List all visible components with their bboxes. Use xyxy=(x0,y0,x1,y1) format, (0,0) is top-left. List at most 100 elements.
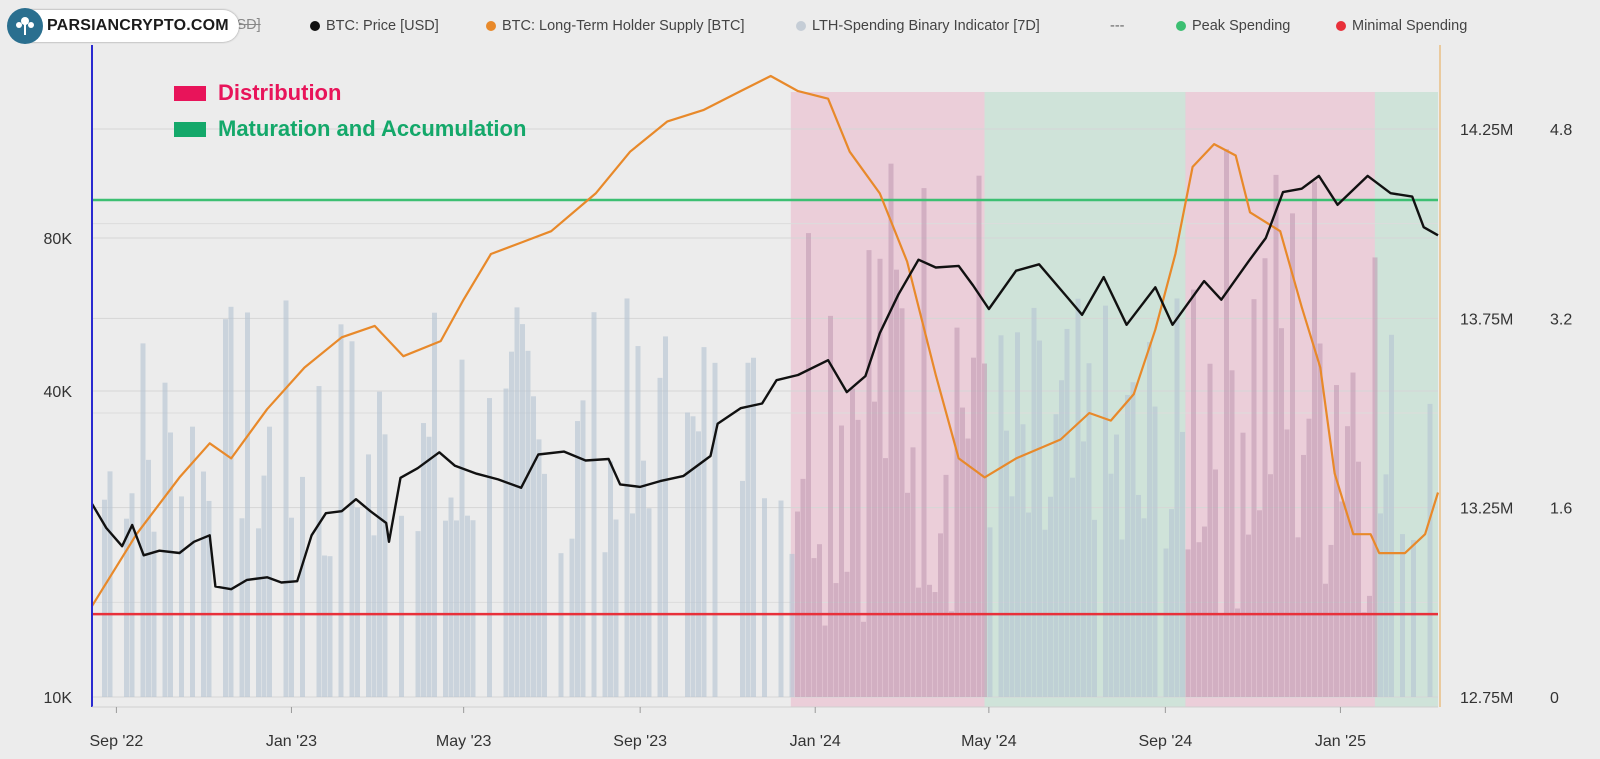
spending-bar xyxy=(839,425,844,697)
spending-bar xyxy=(1224,149,1229,697)
spending-bar xyxy=(1125,394,1130,697)
accumulation-label: Maturation and Accumulation xyxy=(218,116,527,141)
spending-bar xyxy=(1015,332,1020,697)
spending-bar xyxy=(1345,426,1350,697)
spending-bar xyxy=(432,312,437,697)
spending-bar xyxy=(558,553,564,697)
left-tick-label: 40K xyxy=(44,384,73,401)
spending-bar xyxy=(927,584,932,697)
spending-bar xyxy=(641,460,646,697)
spending-bar xyxy=(1070,477,1075,697)
spending-bar xyxy=(509,351,514,697)
spending-bar xyxy=(591,312,597,697)
axes-layer: Sep '22 Jan '23 May '23 Sep '23 Jan '24 May '… xyxy=(44,45,1572,750)
spending-bar xyxy=(289,517,294,697)
spending-bar xyxy=(1009,496,1015,697)
spending-bar xyxy=(1048,496,1053,697)
spending-bar xyxy=(745,362,751,697)
spending-bar xyxy=(877,258,883,697)
spending-bar xyxy=(1284,429,1290,697)
spending-bar xyxy=(646,508,652,697)
spending-bar xyxy=(800,478,806,697)
spending-bar xyxy=(1378,513,1383,697)
legend-item-peak-spending[interactable]: Peak Spending xyxy=(1176,18,1290,34)
legend-label: LTH-Spending Binary Indicator [7D] xyxy=(812,18,1040,34)
spending-bar xyxy=(905,492,910,697)
spending-bar xyxy=(1202,526,1207,697)
spending-bar xyxy=(1328,544,1334,697)
spending-bar xyxy=(1273,174,1279,698)
spending-bar xyxy=(965,438,971,697)
spending-bar xyxy=(1119,539,1125,697)
spending-bar xyxy=(569,538,575,697)
logo-text: PARSIANCRYPTO.COM xyxy=(47,17,229,34)
spending-bar xyxy=(542,473,547,697)
spending-bar xyxy=(382,434,388,697)
spending-bar xyxy=(971,357,976,697)
spending-bar xyxy=(520,324,525,697)
spending-bar xyxy=(1004,430,1009,697)
spending-bar xyxy=(575,421,580,697)
x-tick-label: Sep '22 xyxy=(90,733,144,750)
spending-bar xyxy=(399,515,404,697)
legend-dot-icon xyxy=(310,21,320,31)
spending-bar xyxy=(1174,298,1180,697)
spending-bar xyxy=(872,401,877,697)
spending-bar xyxy=(465,515,470,697)
spending-bar xyxy=(107,471,113,697)
spending-bar xyxy=(778,500,784,697)
spending-bar xyxy=(888,163,894,698)
spending-bar xyxy=(663,336,668,697)
spending-bar xyxy=(470,520,476,697)
spending-bar xyxy=(861,621,866,697)
spending-bar xyxy=(256,528,261,697)
spending-bar xyxy=(1356,461,1361,697)
spending-bar xyxy=(1251,299,1257,697)
spending-bar xyxy=(1114,434,1119,697)
spending-bar xyxy=(355,507,360,697)
spending-bar xyxy=(751,357,756,697)
spending-bar xyxy=(1427,403,1433,697)
series-lines xyxy=(90,74,1440,607)
spending-bar xyxy=(789,553,795,697)
spending-bar xyxy=(1031,307,1037,697)
spending-bar xyxy=(168,432,173,697)
spending-bar xyxy=(624,298,630,697)
spending-bar xyxy=(685,412,690,697)
spending-bar xyxy=(1037,340,1042,697)
spending-bar xyxy=(1295,537,1301,697)
legend-item-binary-indicator[interactable]: LTH-Spending Binary Indicator [7D] xyxy=(796,18,1040,34)
spending-bar xyxy=(426,436,432,697)
legend-item-lth-supply[interactable]: BTC: Long-Term Holder Supply [BTC] xyxy=(486,18,745,34)
spending-bar xyxy=(883,458,888,697)
legend-label: Minimal Spending xyxy=(1352,18,1468,34)
spending-bar xyxy=(531,396,536,697)
spending-bar xyxy=(1130,382,1136,697)
spending-bar xyxy=(140,343,146,697)
legend-item-minimal-spending[interactable]: Minimal Spending xyxy=(1336,18,1467,34)
distribution-label: Distribution xyxy=(218,80,342,105)
spending-bar xyxy=(1235,608,1240,697)
spending-bar xyxy=(179,496,184,697)
indicator-tick-label: 4.8 xyxy=(1550,122,1572,139)
spending-bar xyxy=(1400,534,1405,697)
legend-label: Peak Spending xyxy=(1192,18,1291,34)
spending-bar xyxy=(1268,474,1273,697)
spending-bar xyxy=(855,419,861,697)
tree-logo-icon xyxy=(7,8,43,44)
spending-bar xyxy=(608,461,613,697)
spending-bar xyxy=(921,188,927,698)
spending-bar xyxy=(421,423,426,697)
spending-bar xyxy=(602,552,608,697)
spending-bar xyxy=(146,459,151,697)
spending-bar xyxy=(366,454,371,697)
spending-bar xyxy=(454,520,459,697)
spending-bar xyxy=(1103,305,1108,697)
spending-bar xyxy=(982,363,987,697)
spending-bar xyxy=(894,269,899,697)
spending-bar xyxy=(206,500,212,697)
spending-bar xyxy=(866,250,872,697)
legend-item-price[interactable]: BTC: Price [USD] xyxy=(310,18,439,34)
spending-bar xyxy=(1317,343,1323,697)
